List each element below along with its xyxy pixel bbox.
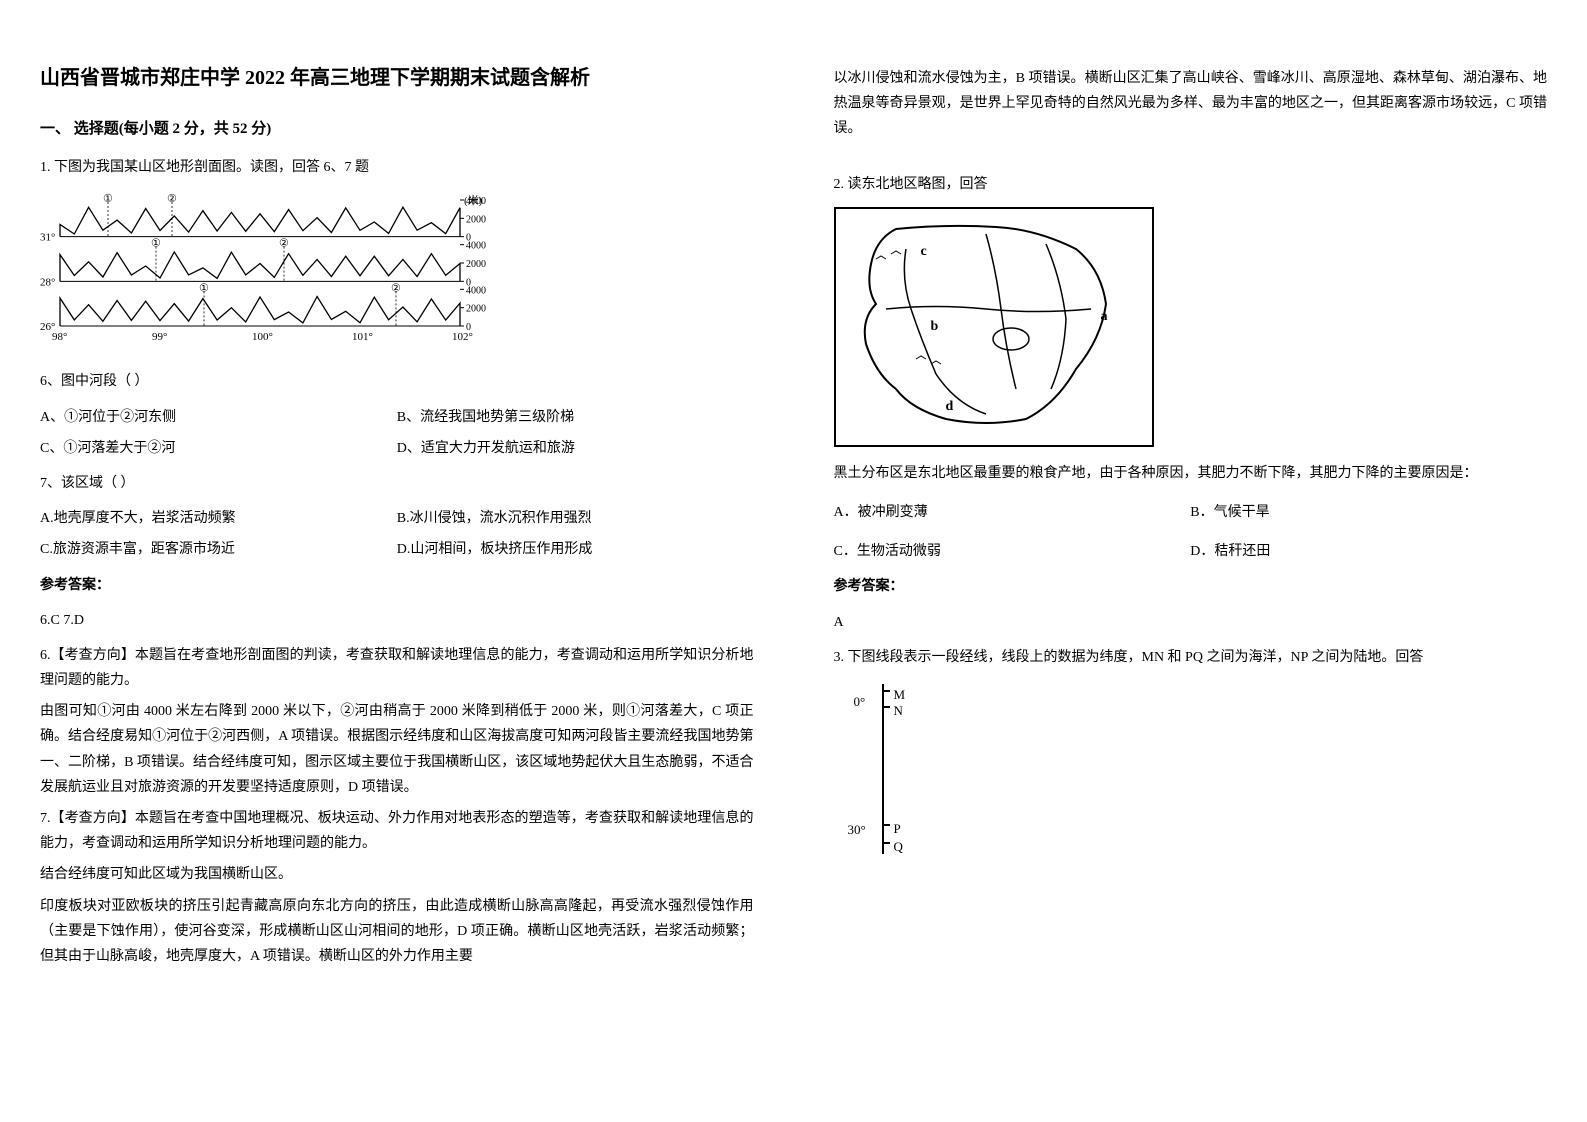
q6-row2: C、①河落差大于②河 D、适宜大力开发航运和旅游 xyxy=(40,436,754,461)
q2-option-c: C．生物活动微弱 xyxy=(834,539,1191,564)
label-q: Q xyxy=(894,835,903,858)
answer-label-1: 参考答案： xyxy=(40,573,754,598)
q6-option-c: C、①河落差大于②河 xyxy=(40,436,397,461)
label-30deg: 30° xyxy=(848,818,866,841)
label-0deg: 0° xyxy=(854,690,866,713)
q7-explanation-body1: 结合经纬度可知此区域为我国横断山区。 xyxy=(40,862,754,887)
terrain-profile-chart: (米)02000400031°①②02000400028°①②020004000… xyxy=(40,190,754,359)
svg-text:99°: 99° xyxy=(152,331,167,343)
section-1-heading: 一、 选择题(每小题 2 分，共 52 分) xyxy=(40,116,754,143)
q7-option-a: A.地壳厚度不大，岩浆活动频繁 xyxy=(40,506,397,531)
q6-option-d: D、适宜大力开发航运和旅游 xyxy=(397,436,754,461)
tick-m xyxy=(882,690,890,692)
map-label-c: c xyxy=(921,239,927,264)
q7-row1: A.地壳厚度不大，岩浆活动频繁 B.冰川侵蚀，流水沉积作用强烈 xyxy=(40,506,754,531)
meridian-line xyxy=(882,684,884,854)
q7-text: 7、该区域（ ） xyxy=(40,471,754,496)
svg-text:①: ① xyxy=(151,238,161,250)
q6-explanation-body: 由图可知①河由 4000 米左右降到 2000 米以下，②河由稍高于 2000 … xyxy=(40,699,754,800)
q7-explanation-heading: 7.【考查方向】本题旨在考查中国地理概况、板块运动、外力作用对地表形态的塑造等，… xyxy=(40,806,754,856)
q7-row2: C.旅游资源丰富，距客源市场近 D.山河相间，板块挤压作用形成 xyxy=(40,537,754,562)
q7-option-c: C.旅游资源丰富，距客源市场近 xyxy=(40,537,397,562)
svg-text:31°: 31° xyxy=(40,232,55,244)
svg-text:4000: 4000 xyxy=(466,196,486,207)
q2-answer: A xyxy=(834,610,1548,635)
map-label-a: a xyxy=(1101,304,1108,329)
svg-text:②: ② xyxy=(391,283,401,295)
q7-explanation-body2: 印度板块对亚欧板块的挤压引起青藏高原向东北方向的挤压，由此造成横断山脉高高隆起，… xyxy=(40,894,754,970)
svg-text:101°: 101° xyxy=(352,331,373,343)
q2-intro: 2. 读东北地区略图，回答 xyxy=(834,172,1548,197)
svg-text:①: ① xyxy=(199,283,209,295)
svg-text:①: ① xyxy=(103,193,113,205)
q1-intro: 1. 下图为我国某山区地形剖面图。读图，回答 6、7 题 xyxy=(40,155,754,180)
label-n: N xyxy=(894,699,903,722)
q2-body: 黑土分布区是东北地区最重要的粮食产地，由于各种原因，其肥力不断下降，其肥力下降的… xyxy=(834,461,1548,486)
svg-text:②: ② xyxy=(279,238,289,250)
q6-row1: A、①河位于②河东侧 B、流经我国地势第三级阶梯 xyxy=(40,405,754,430)
tick-p xyxy=(882,824,890,826)
map-label-b: b xyxy=(931,314,939,339)
svg-text:4000: 4000 xyxy=(466,241,486,252)
q6-text: 6、图中河段（ ） xyxy=(40,369,754,394)
q2-row1: A．被冲刷变薄 B．气候干旱 xyxy=(834,500,1548,525)
left-column: 山西省晋城市郑庄中学 2022 年高三地理下学期期末试题含解析 一、 选择题(每… xyxy=(40,60,754,975)
q7-option-b: B.冰川侵蚀，流水沉积作用强烈 xyxy=(397,506,754,531)
exam-title: 山西省晋城市郑庄中学 2022 年高三地理下学期期末试题含解析 xyxy=(40,60,754,96)
q1-answer: 6.C 7.D xyxy=(40,608,754,633)
tick-n xyxy=(882,706,890,708)
q6-explanation-heading: 6.【考查方向】本题旨在考查地形剖面图的判读，考查获取和解读地理信息的能力，考查… xyxy=(40,643,754,693)
northeast-map: c b a d xyxy=(834,207,1154,447)
svg-text:100°: 100° xyxy=(252,331,273,343)
svg-text:4000: 4000 xyxy=(466,286,486,297)
svg-text:102°: 102° xyxy=(452,331,473,343)
svg-text:2000: 2000 xyxy=(466,215,486,226)
meridian-diagram: 0° M N 30° P Q xyxy=(854,684,914,854)
svg-text:2000: 2000 xyxy=(466,259,486,270)
col2-continuation: 以冰川侵蚀和流水侵蚀为主，B 项错误。横断山区汇集了高山峡谷、雪峰冰川、高原湿地… xyxy=(834,66,1548,142)
svg-text:98°: 98° xyxy=(52,331,67,343)
svg-text:2000: 2000 xyxy=(466,304,486,315)
svg-text:②: ② xyxy=(167,193,177,205)
tick-q xyxy=(882,842,890,844)
right-column: 以冰川侵蚀和流水侵蚀为主，B 项错误。横断山区汇集了高山峡谷、雪峰冰川、高原湿地… xyxy=(834,60,1548,975)
map-label-d: d xyxy=(946,394,954,419)
q3-intro: 3. 下图线段表示一段经线，线段上的数据为纬度，MN 和 PQ 之间为海洋，NP… xyxy=(834,645,1548,670)
q2-option-a: A．被冲刷变薄 xyxy=(834,500,1191,525)
q2-row2: C．生物活动微弱 D．秸秆还田 xyxy=(834,539,1548,564)
q2-option-b: B．气候干旱 xyxy=(1190,500,1547,525)
svg-text:28°: 28° xyxy=(40,277,55,289)
q6-option-b: B、流经我国地势第三级阶梯 xyxy=(397,405,754,430)
q6-option-a: A、①河位于②河东侧 xyxy=(40,405,397,430)
q7-option-d: D.山河相间，板块挤压作用形成 xyxy=(397,537,754,562)
q2-option-d: D．秸秆还田 xyxy=(1190,539,1547,564)
answer-label-2: 参考答案： xyxy=(834,574,1548,599)
